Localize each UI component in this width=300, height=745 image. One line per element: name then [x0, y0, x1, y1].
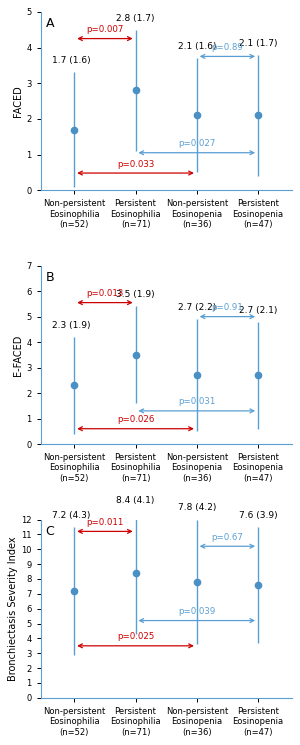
Text: p=0.039: p=0.039: [178, 607, 215, 616]
Text: p=0.026: p=0.026: [117, 415, 154, 424]
Text: 7.8 (4.2): 7.8 (4.2): [178, 504, 216, 513]
Text: p=0.031: p=0.031: [178, 397, 215, 407]
Text: 1.7 (1.6): 1.7 (1.6): [52, 57, 91, 66]
Text: 2.7 (2.2): 2.7 (2.2): [178, 303, 216, 312]
Text: 8.4 (4.1): 8.4 (4.1): [116, 496, 155, 505]
Text: p=0.011: p=0.011: [86, 518, 124, 527]
Text: p=0.033: p=0.033: [117, 159, 154, 168]
Y-axis label: E-FACED: E-FACED: [14, 335, 23, 375]
Text: 7.6 (3.9): 7.6 (3.9): [239, 511, 277, 520]
Text: A: A: [46, 17, 54, 31]
Text: p=0.027: p=0.027: [178, 139, 215, 148]
Y-axis label: Bronchiectasis Severity Index: Bronchiectasis Severity Index: [8, 536, 18, 681]
Text: 3.5 (1.9): 3.5 (1.9): [116, 291, 155, 299]
Text: 2.7 (2.1): 2.7 (2.1): [239, 305, 277, 314]
Text: p=0.013: p=0.013: [86, 289, 124, 298]
Text: B: B: [46, 271, 54, 284]
Text: 2.1 (1.6): 2.1 (1.6): [178, 42, 216, 51]
Text: 2.1 (1.7): 2.1 (1.7): [239, 39, 277, 48]
Text: 2.8 (1.7): 2.8 (1.7): [116, 13, 155, 22]
Text: 2.3 (1.9): 2.3 (1.9): [52, 321, 91, 330]
Y-axis label: FACED: FACED: [14, 85, 23, 117]
Text: p=0.91: p=0.91: [212, 303, 243, 312]
Text: p=0.007: p=0.007: [86, 25, 124, 34]
Text: C: C: [46, 524, 54, 538]
Text: p=0.89: p=0.89: [212, 43, 243, 52]
Text: 7.2 (4.3): 7.2 (4.3): [52, 511, 90, 520]
Text: p=0.025: p=0.025: [117, 633, 154, 641]
Text: p=0.67: p=0.67: [212, 533, 243, 542]
